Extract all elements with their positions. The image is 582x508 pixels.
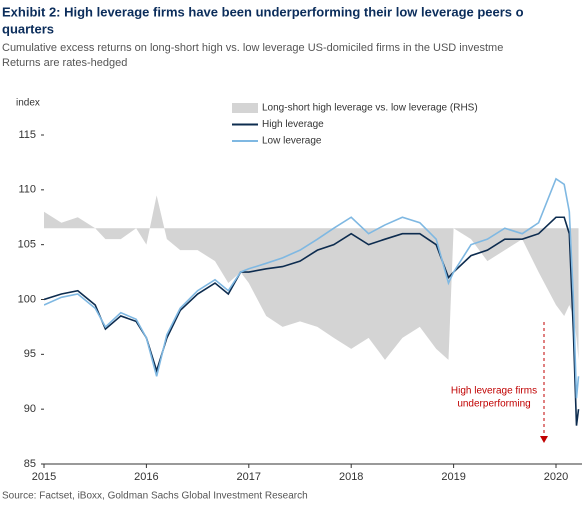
- x-tick-label: 2018: [339, 471, 363, 483]
- legend-label: Long-short high leverage vs. low leverag…: [262, 103, 478, 114]
- y-tick-label: 95: [24, 348, 36, 360]
- y-tick-label: 115: [18, 129, 36, 141]
- subtitle: Returns are rates-hedged: [2, 57, 127, 69]
- subtitle: Cumulative excess returns on long-short …: [2, 42, 503, 54]
- x-tick-label: 2020: [544, 471, 568, 483]
- legend-label: High leverage: [262, 119, 324, 130]
- source: Source: Factset, iBoxx, Goldman Sachs Gl…: [2, 491, 308, 502]
- y-tick-label: 110: [18, 184, 36, 196]
- legend-label: Low leverage: [262, 136, 322, 147]
- plot-area: [44, 177, 580, 426]
- y-tick-label: 100: [18, 293, 36, 305]
- chart-title: Exhibit 2: High leverage firms have been…: [2, 4, 524, 19]
- x-tick-label: 2019: [441, 471, 465, 483]
- x-tick-label: 2017: [237, 471, 261, 483]
- annotation: High leverage firms: [451, 386, 537, 397]
- legend-swatch: [232, 103, 258, 113]
- line: [44, 177, 580, 399]
- annotation-arrowhead: [540, 436, 548, 443]
- y-axis-label: index: [16, 98, 40, 109]
- y-tick-label: 85: [24, 458, 36, 470]
- chart-title: quarters: [2, 21, 54, 36]
- x-tick-label: 2016: [134, 471, 158, 483]
- area: [44, 195, 579, 360]
- x-tick-label: 2015: [32, 471, 56, 483]
- annotation: underperforming: [457, 399, 530, 410]
- y-tick-label: 105: [18, 239, 36, 251]
- y-tick-label: 90: [24, 403, 36, 415]
